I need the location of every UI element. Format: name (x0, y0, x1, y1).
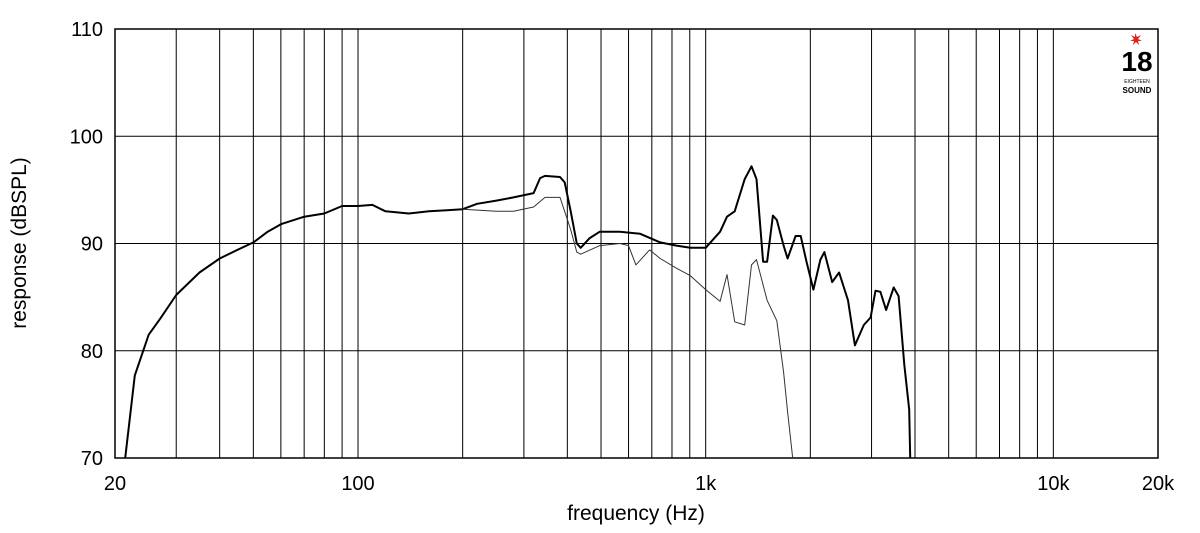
x-axis-label: frequency (Hz) (567, 502, 705, 525)
y-tick-label: 90 (81, 234, 103, 256)
logo-text: SOUND (1123, 86, 1152, 95)
x-tick-label: 10k (1037, 473, 1070, 495)
logo-text: EIGHTEEN (1124, 79, 1150, 85)
logo: 18 EIGHTEEN SOUND (1121, 33, 1153, 95)
response-line (462, 196, 794, 459)
y-tick-label: 100 (70, 126, 103, 148)
logo-number: 18 (1121, 46, 1152, 77)
y-tick-label: 80 (81, 341, 103, 363)
y-tick-label: 110 (71, 19, 103, 41)
x-tick-label: 20 (104, 473, 126, 495)
plot-frame (114, 28, 1159, 459)
x-tick-label: 20k (1142, 473, 1175, 495)
x-tick-label: 1k (695, 473, 717, 495)
x-tick-label: 100 (341, 473, 374, 495)
response-line (124, 165, 912, 459)
logo-star (1130, 33, 1142, 45)
y-axis-label: response (dBSPL) (8, 157, 31, 329)
y-tick-label: 70 (81, 448, 103, 470)
